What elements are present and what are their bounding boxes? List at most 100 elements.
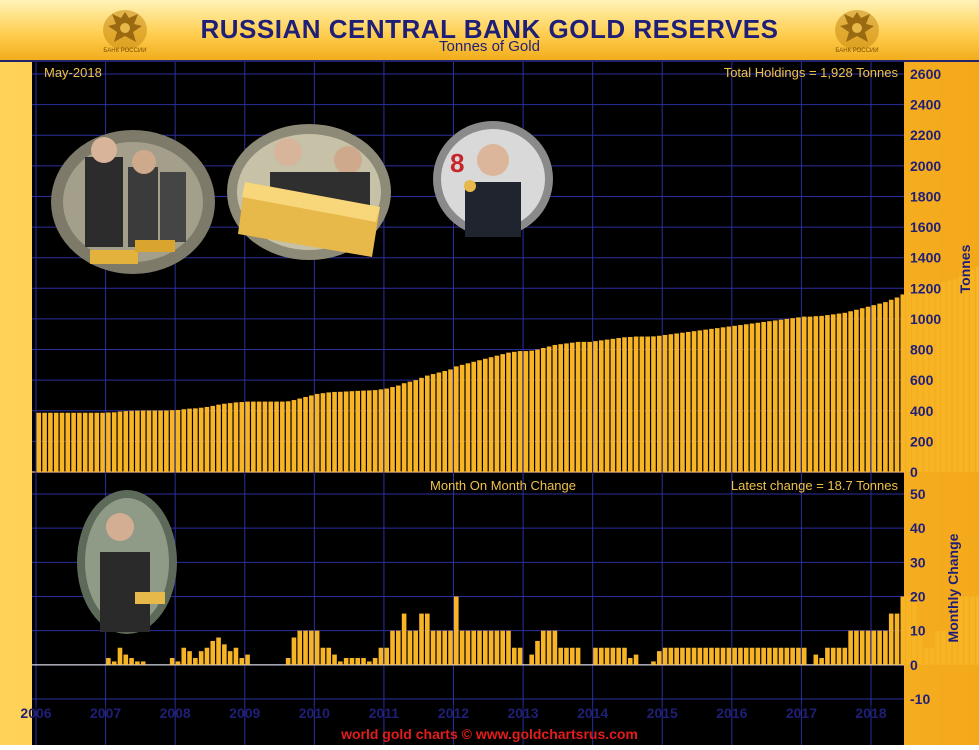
bar-total-holdings xyxy=(830,314,836,472)
bar-monthly-change xyxy=(227,651,233,665)
photo-gold-bar-closeup xyxy=(227,124,391,260)
bar-monthly-change xyxy=(801,647,807,665)
bar-monthly-change xyxy=(772,647,778,665)
x-tick-label: 2012 xyxy=(438,705,469,721)
double-headed-eagle-icon: БАНК РОССИИ xyxy=(98,2,152,56)
bar-total-holdings xyxy=(633,336,639,472)
bar-monthly-change xyxy=(511,647,517,665)
bar-monthly-change xyxy=(239,658,245,665)
bar-monthly-change xyxy=(407,630,413,665)
bar-monthly-change xyxy=(593,647,598,665)
bar-monthly-change xyxy=(685,647,691,665)
bar-total-holdings xyxy=(622,337,627,472)
bar-monthly-change xyxy=(297,630,303,665)
bar-total-holdings xyxy=(894,297,900,472)
bar-monthly-change xyxy=(442,630,448,665)
bar-total-holdings xyxy=(906,291,911,472)
bar-total-holdings xyxy=(303,396,308,472)
bar-total-holdings xyxy=(703,329,708,472)
bar-total-holdings xyxy=(598,340,604,472)
bar-total-holdings xyxy=(227,403,233,472)
bar-total-holdings xyxy=(917,286,923,472)
bar-total-holdings xyxy=(181,409,187,472)
bar-total-holdings xyxy=(233,402,239,472)
bar-monthly-change xyxy=(697,647,703,665)
bar-total-holdings xyxy=(94,412,100,472)
bar-monthly-change xyxy=(378,647,384,665)
bar-monthly-change xyxy=(500,630,505,665)
bar-total-holdings xyxy=(175,410,181,472)
bar-monthly-change xyxy=(169,658,175,665)
bar-total-holdings xyxy=(367,390,372,472)
bar-monthly-change xyxy=(842,647,848,665)
bar-total-holdings xyxy=(604,339,610,472)
bar-total-holdings xyxy=(106,412,111,472)
x-tick-label: 2013 xyxy=(508,705,539,721)
bar-monthly-change xyxy=(958,596,964,665)
bar-total-holdings xyxy=(407,381,413,472)
bar-monthly-change xyxy=(540,630,546,665)
bar-monthly-change xyxy=(871,630,877,665)
bar-monthly-change xyxy=(326,647,332,665)
bar-total-holdings xyxy=(680,332,685,472)
y-tick-label-top: 1000 xyxy=(910,311,941,327)
bar-monthly-change xyxy=(361,658,366,665)
bar-monthly-change xyxy=(546,630,552,665)
bar-monthly-change xyxy=(604,647,610,665)
emblem-caption: БАНК РОССИИ xyxy=(835,48,878,54)
bar-monthly-change xyxy=(714,647,720,665)
bar-monthly-change xyxy=(732,647,737,665)
y-tick-label-top: 200 xyxy=(910,433,934,449)
bar-monthly-change xyxy=(749,647,755,665)
bar-monthly-change xyxy=(111,661,117,665)
bar-total-holdings xyxy=(297,398,303,472)
latest-change-annotation: Latest change = 18.7 Tonnes xyxy=(731,478,899,493)
bar-total-holdings xyxy=(627,336,633,472)
bar-total-holdings xyxy=(639,336,645,472)
bar-total-holdings xyxy=(245,401,250,472)
bar-monthly-change xyxy=(622,647,627,665)
y-tick-label-top: 1600 xyxy=(910,219,941,235)
bar-monthly-change xyxy=(616,647,621,665)
bar-monthly-change xyxy=(865,630,871,665)
bar-total-holdings xyxy=(732,325,737,472)
bar-monthly-change xyxy=(401,613,407,665)
bar-total-holdings xyxy=(268,401,274,472)
bar-total-holdings xyxy=(778,319,784,472)
bar-total-holdings xyxy=(384,388,390,472)
bar-total-holdings xyxy=(912,288,917,472)
bar-total-holdings xyxy=(888,299,894,472)
bar-monthly-change xyxy=(598,647,604,665)
bar-total-holdings xyxy=(691,331,697,472)
bar-monthly-change xyxy=(320,647,326,665)
bar-total-holdings xyxy=(964,273,969,472)
bar-total-holdings xyxy=(511,351,517,472)
photo-man-holding-gold-ingot xyxy=(77,490,177,634)
bar-total-holdings xyxy=(558,344,563,472)
bar-monthly-change xyxy=(436,630,442,665)
bar-total-holdings xyxy=(140,410,146,472)
photo-man-holding-gold-coin: 8 xyxy=(433,121,553,237)
bar-total-holdings xyxy=(111,412,117,472)
bar-total-holdings xyxy=(540,348,546,472)
bar-total-holdings xyxy=(859,308,865,472)
bar-total-holdings xyxy=(975,266,979,472)
bar-monthly-change xyxy=(425,613,430,665)
bar-monthly-change xyxy=(691,647,697,665)
bar-monthly-change xyxy=(877,630,882,665)
bar-monthly-change xyxy=(367,661,372,665)
chart-title: RUSSIAN CENTRAL BANK GOLD RESERVES xyxy=(200,14,779,44)
bar-monthly-change xyxy=(610,647,616,665)
bar-total-holdings xyxy=(326,392,332,472)
bar-monthly-change xyxy=(575,647,581,665)
bar-total-holdings xyxy=(251,401,256,472)
y-tick-label-bottom: 0 xyxy=(910,657,918,673)
bar-monthly-change xyxy=(848,630,853,665)
bar-total-holdings xyxy=(923,286,929,472)
bar-monthly-change xyxy=(471,630,476,665)
bar-total-holdings xyxy=(146,410,152,472)
bar-monthly-change xyxy=(743,647,749,665)
bar-monthly-change xyxy=(767,647,772,665)
bar-total-holdings xyxy=(819,315,824,472)
